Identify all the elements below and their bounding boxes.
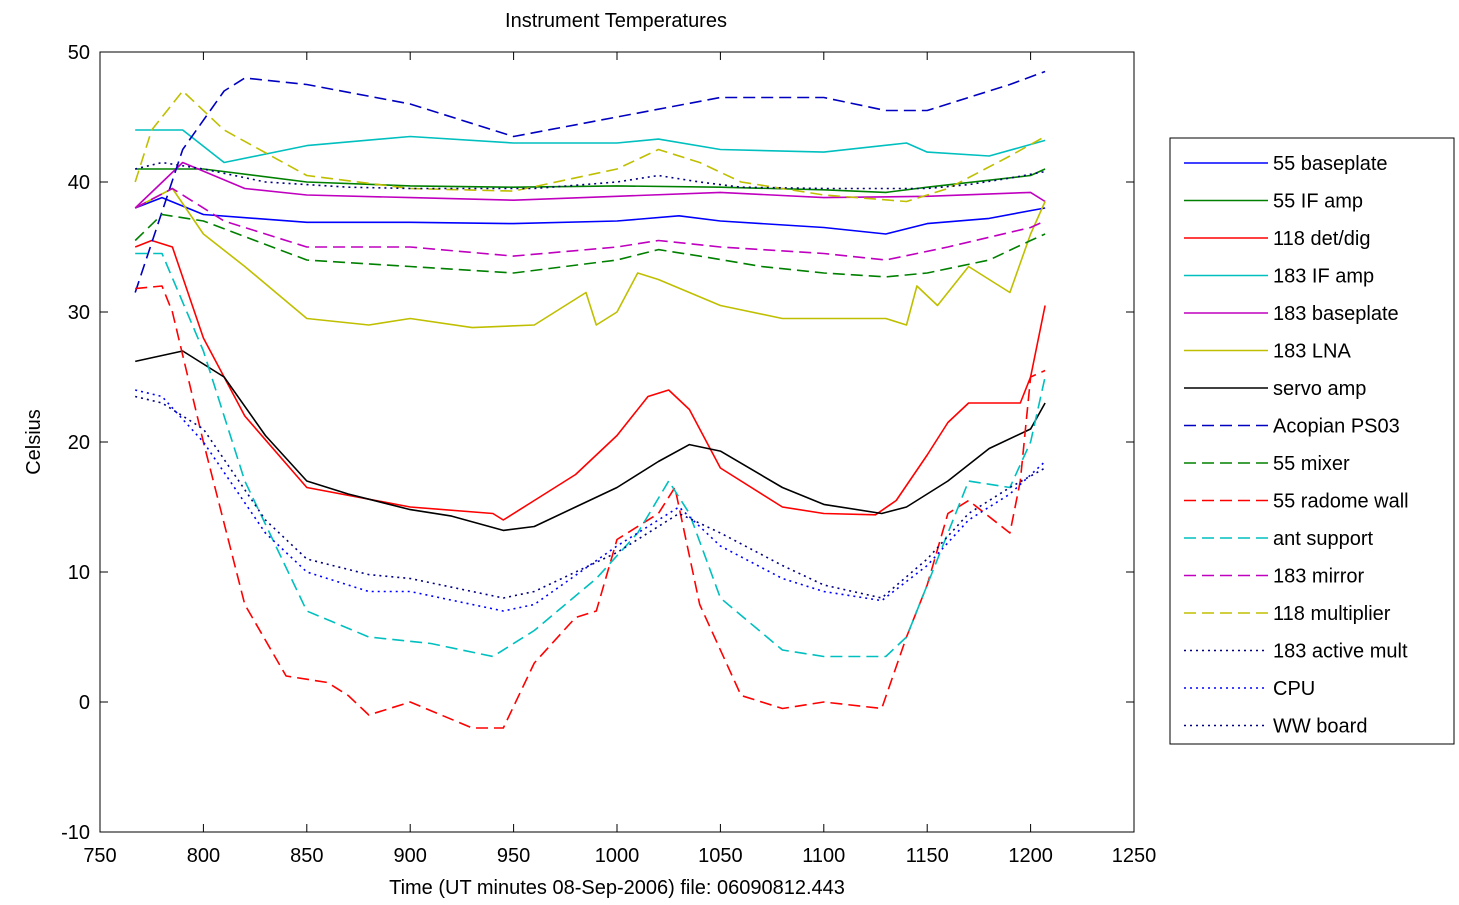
series-line-55-baseplate xyxy=(134,196,1046,235)
series-line-183-mirror xyxy=(134,187,1046,261)
x-tick-label: 1050 xyxy=(698,845,743,867)
x-tick-label: 850 xyxy=(290,845,323,867)
series-line-183-active-mult xyxy=(135,161,1046,190)
series-line-183-baseplate xyxy=(134,161,1046,209)
series-line-55-mixer xyxy=(134,213,1046,278)
series-line-118-multiplier xyxy=(134,90,1046,203)
series-line-ww-board xyxy=(135,395,1046,599)
y-tick-label: 30 xyxy=(68,302,90,324)
legend-label: 55 mixer xyxy=(1273,453,1350,475)
series-line-cpu xyxy=(135,389,1046,612)
chart-title: Instrument Temperatures xyxy=(505,10,727,32)
legend-label: 55 radome wall xyxy=(1273,491,1409,513)
legend-label: servo amp xyxy=(1273,378,1366,400)
legend-label: 118 det/dig xyxy=(1273,228,1371,250)
y-tick-label: -10 xyxy=(61,822,90,844)
x-tick-labels: 750 800 850 900 950 1000 1050 1100 1150 1200 1250 xyxy=(83,845,1156,867)
legend-label: WW board xyxy=(1273,716,1367,738)
series-line-55-radome-wall xyxy=(135,285,1046,729)
y-tick-label: 0 xyxy=(79,692,90,714)
legend-label: 183 baseplate xyxy=(1273,303,1399,325)
legend-label: CPU xyxy=(1273,678,1315,700)
x-tick-label: 1200 xyxy=(1008,845,1053,867)
legend-label: 55 IF amp xyxy=(1273,191,1363,213)
y-tick-labels: -10 0 10 20 30 40 50 xyxy=(61,42,90,844)
legend xyxy=(1169,137,1455,745)
series-line-183-if-amp xyxy=(135,129,1046,164)
legend-label: Acopian PS03 xyxy=(1273,416,1400,438)
x-tick-label: 1000 xyxy=(595,845,640,867)
axis-ticks xyxy=(99,51,1135,833)
x-axis-label: Time (UT minutes 08-Sep-2006) file: 0609… xyxy=(389,877,845,899)
x-tick-label: 950 xyxy=(497,845,530,867)
legend-items: 55 baseplate 55 IF amp 118 det/dig 183 IF a… xyxy=(1184,153,1409,738)
legend-label: ant support xyxy=(1273,528,1374,550)
series-line-183-lna xyxy=(134,187,1046,329)
legend-label: 118 multiplier xyxy=(1273,603,1391,625)
x-tick-label: 1150 xyxy=(906,845,949,867)
series-line-118-det-dig xyxy=(134,239,1046,521)
x-tick-label: 800 xyxy=(187,845,220,867)
x-tick-label: 750 xyxy=(83,845,116,867)
legend-label: 183 mirror xyxy=(1273,566,1364,588)
y-tick-label: 20 xyxy=(68,432,90,454)
legend-label: 183 active mult xyxy=(1273,641,1408,663)
x-tick-label: 1250 xyxy=(1112,845,1157,867)
legend-label: 55 baseplate xyxy=(1273,153,1388,175)
x-tick-label: 1100 xyxy=(802,845,845,867)
y-tick-label: 10 xyxy=(68,562,90,584)
y-tick-label: 40 xyxy=(68,172,90,194)
series-line-servo-amp xyxy=(135,350,1046,532)
y-tick-label: 50 xyxy=(68,42,90,64)
y-axis-label: Celsius xyxy=(23,409,45,475)
series-line-ant-support xyxy=(135,252,1046,658)
series-lines xyxy=(134,70,1046,729)
x-tick-label: 900 xyxy=(394,845,427,867)
legend-label: 183 IF amp xyxy=(1273,266,1374,288)
legend-label: 183 LNA xyxy=(1273,341,1351,363)
series-line-55-if-amp xyxy=(135,168,1046,194)
